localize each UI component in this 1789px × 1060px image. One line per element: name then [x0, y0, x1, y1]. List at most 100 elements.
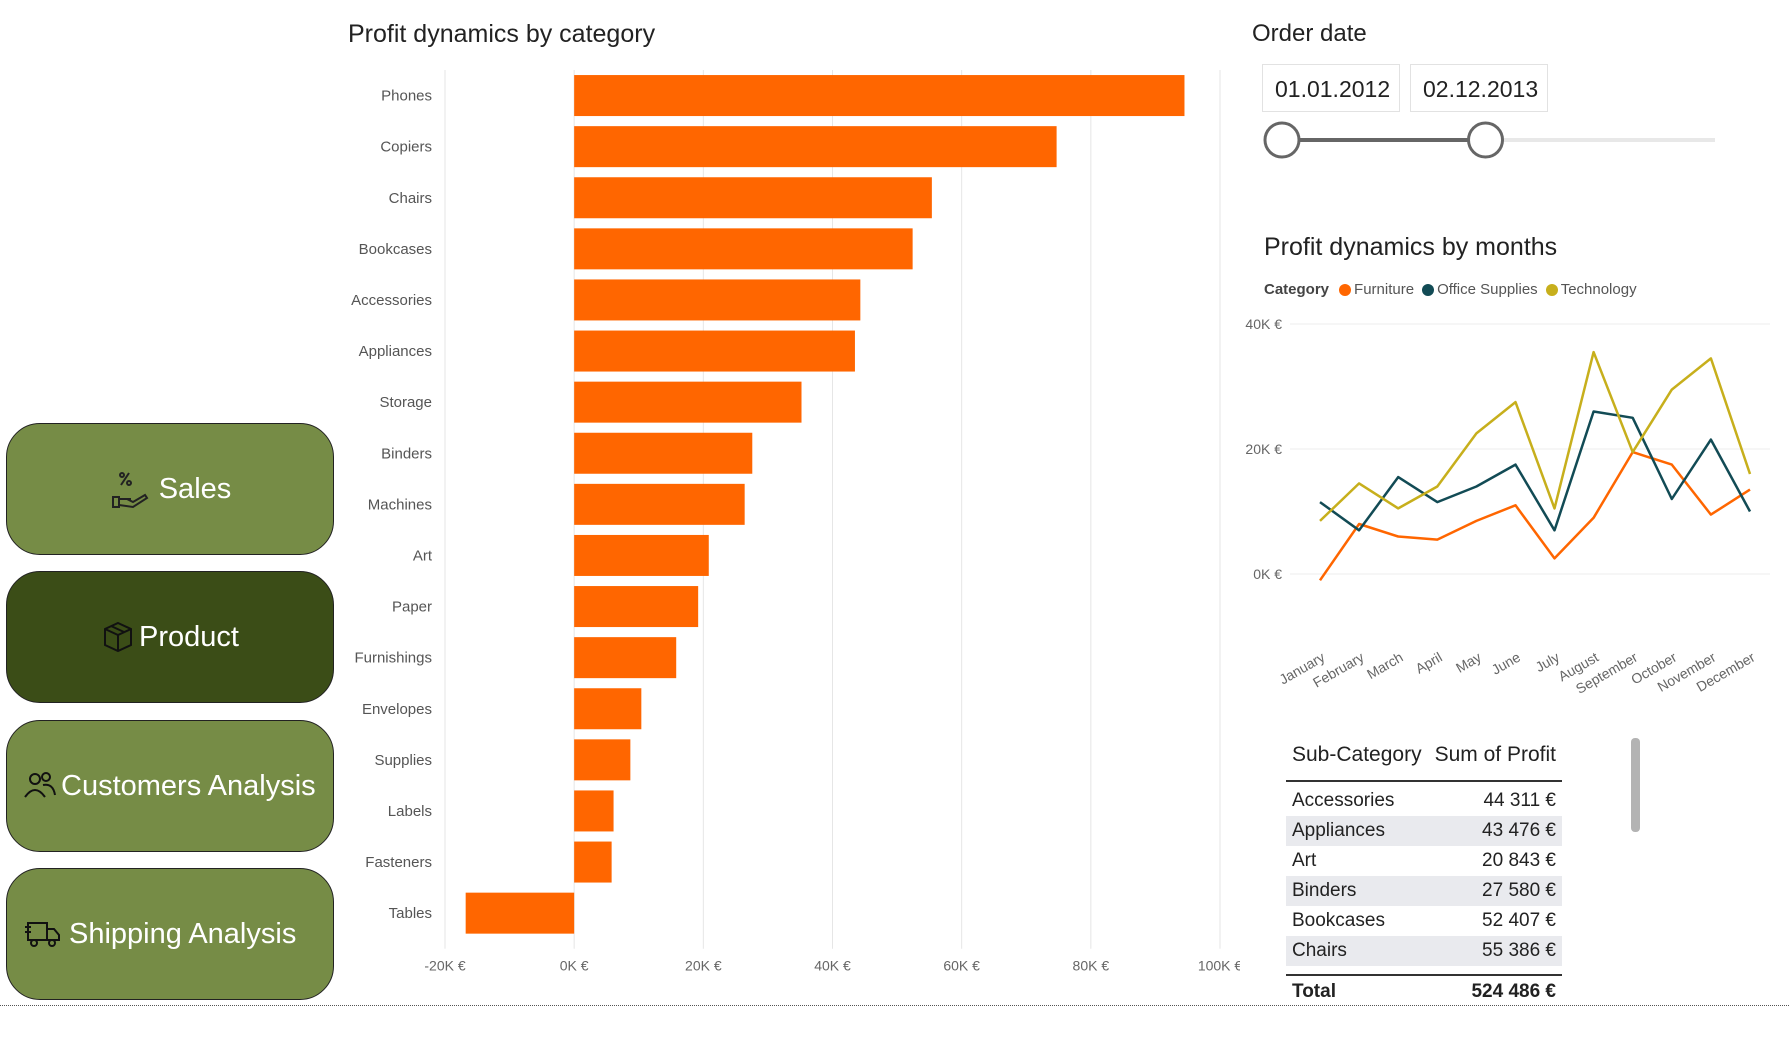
- bar-binders[interactable]: [574, 432, 753, 474]
- product-box-icon: [101, 620, 135, 654]
- legend-label-technology: Technology: [1560, 281, 1637, 298]
- total-label: Total: [1292, 981, 1336, 1002]
- table-scrollbar[interactable]: [1631, 738, 1640, 832]
- bar-chart: -20K € 0K € 20K € 40K € 60K € 80K € 100K € Phon…: [351, 70, 1240, 974]
- header-divider: [1286, 780, 1562, 782]
- bar-x-tick-label: 40K €: [814, 958, 851, 974]
- bar-category-label: Storage: [379, 394, 432, 411]
- bar-category-label: Fasteners: [365, 854, 432, 871]
- table-row[interactable]: Accessories 44 311 €: [1286, 786, 1562, 816]
- slider-start-handle[interactable]: [1263, 121, 1301, 159]
- legend-dot-technology: [1545, 283, 1558, 296]
- nav-product-label: Product: [139, 620, 239, 653]
- row-sum-of-profit: 27 580 €: [1482, 880, 1556, 901]
- bar-phones[interactable]: [574, 75, 1185, 117]
- date-range-slider[interactable]: [1255, 115, 1725, 165]
- line-y-tick-label: 0K €: [1253, 566, 1282, 582]
- legend-title: Category: [1264, 281, 1330, 298]
- bar-x-tick-label: 80K €: [1073, 958, 1110, 974]
- nav-sales-label: Sales: [158, 472, 232, 505]
- bar-paper[interactable]: [574, 586, 699, 628]
- bar-x-tick-label: -20K €: [424, 958, 465, 974]
- bar-category-label: Labels: [388, 803, 432, 820]
- bar-category-label: Copiers: [380, 139, 432, 156]
- table-total-row: Total 524 486 €: [1286, 974, 1562, 1008]
- customers-people-icon: [23, 769, 57, 803]
- bar-chart-title: Profit dynamics by category: [348, 20, 656, 48]
- row-sub-category: Chairs: [1292, 940, 1347, 961]
- bar-category-label: Appliances: [359, 343, 432, 360]
- table-body: Accessories 44 311 € Appliances 43 476 € Art…: [1286, 786, 1562, 966]
- bar-category-label: Machines: [368, 496, 432, 513]
- line-y-tick-label: 40K €: [1245, 316, 1282, 332]
- line-series-furniture[interactable]: [1318, 450, 1751, 582]
- nav-shipping-analysis-button[interactable]: Shipping Analysis: [6, 868, 334, 1000]
- bottom-divider: [0, 1005, 1789, 1006]
- bar-art[interactable]: [574, 534, 709, 576]
- row-sub-category: Accessories: [1292, 790, 1395, 811]
- row-sum-of-profit: 43 476 €: [1482, 820, 1556, 841]
- row-sum-of-profit: 44 311 €: [1483, 790, 1556, 811]
- col-sum-of-profit-header[interactable]: Sum of Profit: [1434, 743, 1556, 766]
- nav-sales-button[interactable]: Sales: [6, 423, 334, 555]
- nav-customers-label: Customers Analysis: [61, 769, 316, 802]
- line-series-technology[interactable]: [1319, 350, 1752, 522]
- bar-supplies[interactable]: [574, 739, 631, 781]
- slider-end-handle[interactable]: [1467, 121, 1505, 159]
- bar-category-label: Paper: [392, 599, 432, 616]
- bar-bookcases[interactable]: [574, 228, 913, 270]
- bar-x-tick-label: 20K €: [685, 958, 722, 974]
- row-sub-category: Binders: [1292, 880, 1357, 901]
- line-x-tick-label: June: [1489, 649, 1523, 678]
- end-date-input[interactable]: 02.12.2013: [1410, 64, 1548, 112]
- profit-table: Sub-Category Sum of Profit Accessories 44…: [1286, 736, 1562, 1008]
- line-chart-title: Profit dynamics by months: [1264, 233, 1558, 261]
- legend-item-technology[interactable]: Technology: [1545, 281, 1637, 298]
- bar-category-label: Tables: [389, 905, 432, 922]
- row-sum-of-profit: 20 843 €: [1482, 850, 1556, 871]
- row-sub-category: Appliances: [1292, 820, 1385, 841]
- table-row[interactable]: Art 20 843 €: [1286, 846, 1562, 876]
- bar-category-label: Accessories: [351, 292, 432, 309]
- bar-x-tick-label: 60K €: [943, 958, 980, 974]
- bar-copiers[interactable]: [574, 126, 1057, 168]
- legend-label-furniture: Furniture: [1354, 281, 1415, 298]
- bar-appliances[interactable]: [574, 330, 855, 372]
- sales-hand-percent-icon: [109, 469, 149, 509]
- legend-dot-furniture: [1339, 283, 1352, 296]
- nav-product-button[interactable]: Product: [6, 571, 334, 703]
- total-value: 524 486 €: [1471, 981, 1556, 1002]
- row-sum-of-profit: 52 407 €: [1482, 910, 1556, 931]
- bar-fasteners[interactable]: [574, 841, 612, 883]
- line-y-tick-label: 20K €: [1245, 441, 1282, 457]
- bar-chairs[interactable]: [574, 177, 932, 219]
- line-series-office-supplies[interactable]: [1319, 410, 1752, 532]
- table-row[interactable]: Bookcases 52 407 €: [1286, 906, 1562, 936]
- nav-customers-analysis-button[interactable]: Customers Analysis: [6, 720, 334, 852]
- legend-item-office-supplies[interactable]: Office Supplies: [1422, 281, 1538, 298]
- row-sum-of-profit: 55 386 €: [1482, 940, 1556, 961]
- bar-furnishings[interactable]: [574, 637, 677, 679]
- bar-envelopes[interactable]: [574, 688, 642, 730]
- bar-tables[interactable]: [465, 892, 575, 934]
- nav-shipping-label: Shipping Analysis: [69, 917, 297, 950]
- line-chart-legend: Category Furniture Office Supplies Techn…: [1264, 281, 1645, 298]
- bar-machines[interactable]: [574, 483, 745, 525]
- start-date-input[interactable]: 01.01.2012: [1262, 64, 1400, 112]
- legend-item-furniture[interactable]: Furniture: [1339, 281, 1414, 298]
- line-x-tick-label: April: [1413, 649, 1445, 677]
- line-x-tick-label: March: [1364, 649, 1406, 682]
- bar-storage[interactable]: [574, 381, 802, 423]
- bar-accessories[interactable]: [574, 279, 861, 321]
- table-row[interactable]: Appliances 43 476 €: [1286, 816, 1562, 846]
- col-sub-category-header[interactable]: Sub-Category: [1292, 743, 1422, 766]
- bar-category-label: Chairs: [389, 190, 432, 207]
- table-row[interactable]: Binders 27 580 €: [1286, 876, 1562, 906]
- bar-x-tick-label: 100K €: [1198, 958, 1240, 974]
- table-row[interactable]: Chairs 55 386 €: [1286, 936, 1562, 966]
- bar-category-label: Bookcases: [359, 241, 432, 258]
- table-header: Sub-Category Sum of Profit: [1286, 736, 1562, 774]
- legend-dot-office-supplies: [1422, 283, 1435, 296]
- bar-labels[interactable]: [574, 790, 614, 832]
